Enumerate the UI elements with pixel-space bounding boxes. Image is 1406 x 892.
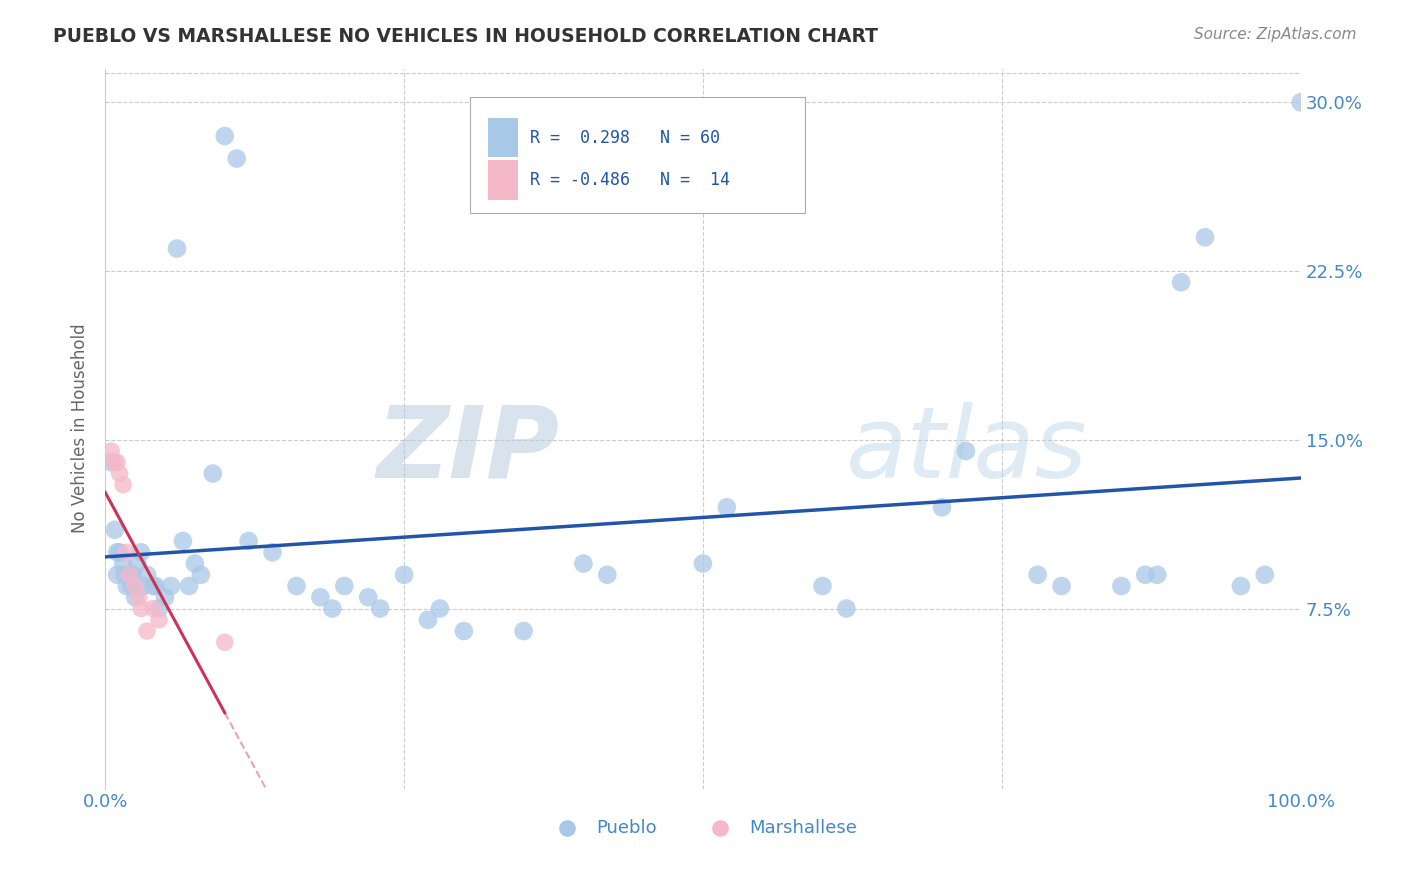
- Point: [121, 579, 143, 593]
- Text: atlas: atlas: [846, 401, 1088, 499]
- FancyBboxPatch shape: [470, 97, 804, 212]
- Point: [429, 601, 451, 615]
- Point: [127, 557, 149, 571]
- Point: [104, 523, 127, 537]
- Y-axis label: No Vehicles in Household: No Vehicles in Household: [72, 324, 89, 533]
- Point: [1170, 275, 1192, 289]
- Point: [136, 567, 159, 582]
- Point: [201, 467, 224, 481]
- Point: [105, 567, 128, 582]
- Point: [1111, 579, 1133, 593]
- Point: [118, 567, 141, 582]
- Point: [416, 613, 439, 627]
- Point: [931, 500, 953, 515]
- Point: [392, 567, 415, 582]
- Point: [136, 624, 159, 638]
- Point: [1230, 579, 1253, 593]
- Point: [142, 601, 165, 615]
- Point: [1026, 567, 1049, 582]
- Text: R =  0.298   N = 60: R = 0.298 N = 60: [530, 128, 720, 146]
- Point: [333, 579, 356, 593]
- Point: [105, 455, 128, 469]
- Point: [105, 545, 128, 559]
- Point: [214, 128, 236, 143]
- Point: [368, 601, 391, 615]
- Point: [177, 579, 200, 593]
- Point: [1194, 230, 1216, 244]
- Point: [1289, 95, 1312, 110]
- Point: [596, 567, 619, 582]
- Point: [172, 534, 194, 549]
- Point: [835, 601, 858, 615]
- Point: [129, 601, 152, 615]
- Legend: Pueblo, Marshallese: Pueblo, Marshallese: [541, 812, 863, 845]
- Point: [118, 567, 141, 582]
- Point: [321, 601, 343, 615]
- Point: [357, 591, 380, 605]
- Point: [1135, 567, 1157, 582]
- Point: [1146, 567, 1168, 582]
- Point: [100, 444, 122, 458]
- Point: [692, 557, 714, 571]
- Point: [262, 545, 284, 559]
- Point: [190, 567, 212, 582]
- Text: PUEBLO VS MARSHALLESE NO VEHICLES IN HOUSEHOLD CORRELATION CHART: PUEBLO VS MARSHALLESE NO VEHICLES IN HOU…: [53, 27, 879, 45]
- Point: [453, 624, 475, 638]
- Point: [160, 579, 183, 593]
- Point: [108, 467, 131, 481]
- Point: [811, 579, 834, 593]
- Point: [238, 534, 260, 549]
- FancyBboxPatch shape: [488, 118, 517, 158]
- Point: [1050, 579, 1073, 593]
- Point: [285, 579, 308, 593]
- Point: [184, 557, 207, 571]
- Point: [225, 152, 247, 166]
- Point: [121, 567, 143, 582]
- Point: [129, 545, 152, 559]
- Point: [1254, 567, 1277, 582]
- Point: [115, 545, 138, 559]
- Point: [112, 477, 135, 491]
- Point: [153, 591, 176, 605]
- Point: [148, 613, 170, 627]
- Point: [716, 500, 738, 515]
- Point: [166, 242, 188, 256]
- Text: Source: ZipAtlas.com: Source: ZipAtlas.com: [1194, 27, 1357, 42]
- Point: [100, 455, 122, 469]
- Point: [104, 455, 127, 469]
- Point: [115, 579, 138, 593]
- Point: [108, 545, 131, 559]
- Point: [112, 557, 135, 571]
- Point: [145, 579, 167, 593]
- Point: [132, 579, 155, 593]
- FancyBboxPatch shape: [488, 161, 517, 200]
- Point: [572, 557, 595, 571]
- Text: ZIP: ZIP: [377, 401, 560, 499]
- Point: [124, 591, 146, 605]
- Point: [512, 624, 534, 638]
- Text: R = -0.486   N =  14: R = -0.486 N = 14: [530, 171, 730, 189]
- Point: [124, 579, 146, 593]
- Point: [128, 591, 150, 605]
- Point: [214, 635, 236, 649]
- Point: [142, 579, 165, 593]
- Point: [955, 444, 977, 458]
- Point: [112, 567, 135, 582]
- Point: [148, 601, 170, 615]
- Point: [309, 591, 332, 605]
